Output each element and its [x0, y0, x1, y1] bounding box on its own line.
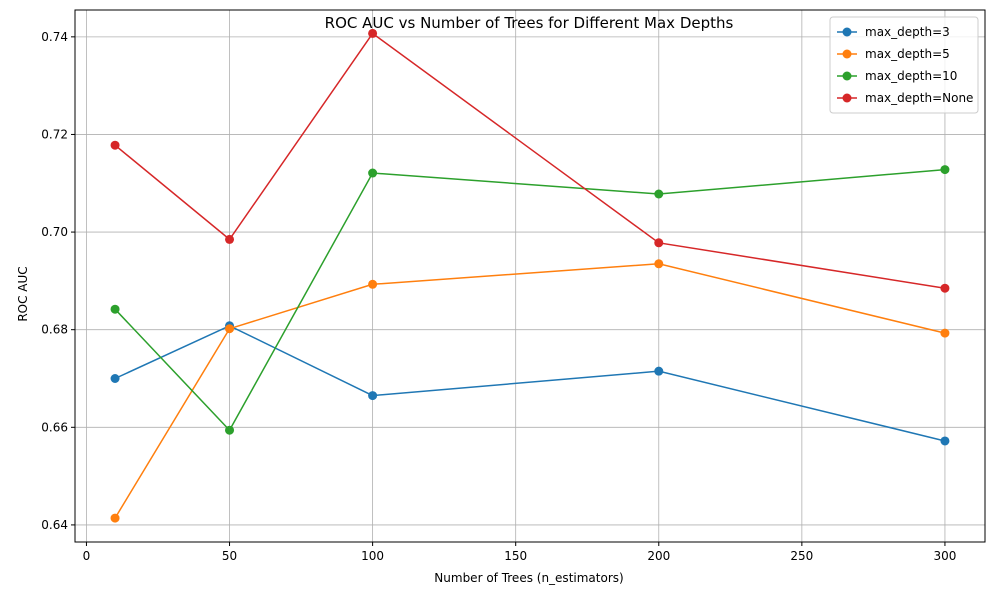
series-line — [114, 324, 946, 442]
y-tick-label: 0.74 — [41, 30, 68, 44]
ticks: 0 50 100 150 200 250 300 0.64 0.66 0.68 0.70 0.72 0.… — [41, 30, 956, 563]
series-line — [114, 168, 946, 432]
data-point — [654, 189, 664, 199]
legend-swatch-marker — [842, 93, 852, 103]
legend-label: max_depth=10 — [865, 69, 957, 83]
x-tick-label: 200 — [647, 549, 670, 563]
x-axis-label: Number of Trees (n_estimators) — [434, 571, 623, 585]
series-1 — [110, 259, 950, 523]
data-point — [110, 304, 120, 314]
series-line — [114, 32, 946, 289]
data-point — [368, 168, 378, 178]
plot-frame — [74, 9, 986, 543]
data-point — [940, 283, 950, 293]
x-tick-label: 0 — [83, 549, 91, 563]
data-point — [654, 238, 664, 248]
legend-item: max_depth=3 — [837, 25, 950, 39]
legend-item: max_depth=5 — [837, 47, 950, 61]
series-3 — [110, 28, 950, 293]
data-point — [368, 28, 378, 38]
chart-title: ROC AUC vs Number of Trees for Different… — [325, 14, 734, 32]
data-point — [940, 436, 950, 446]
x-tick-label: 150 — [504, 549, 527, 563]
data-point — [225, 324, 235, 334]
data-point — [654, 366, 664, 376]
data-point — [110, 513, 120, 523]
x-tick-label: 300 — [933, 549, 956, 563]
legend-swatch-marker — [842, 71, 852, 81]
data-point — [225, 425, 235, 435]
data-point — [940, 165, 950, 175]
x-tick-label: 100 — [361, 549, 384, 563]
legend-box — [829, 16, 979, 114]
x-tick-label: 250 — [790, 549, 813, 563]
legend-item: max_depth=None — [837, 91, 973, 105]
series-line — [114, 263, 946, 519]
y-tick-label: 0.64 — [41, 518, 68, 532]
legend-swatch-marker — [842, 27, 852, 37]
data-point — [225, 234, 235, 244]
series-2 — [110, 165, 950, 435]
data-point — [110, 373, 120, 383]
legend-swatch-marker — [842, 49, 852, 59]
legend-label: max_depth=3 — [865, 25, 950, 39]
data-point — [654, 259, 664, 269]
y-tick-label: 0.66 — [41, 420, 68, 434]
data-point — [368, 279, 378, 289]
y-tick-label: 0.68 — [41, 323, 68, 337]
x-tick-label: 50 — [222, 549, 237, 563]
data-point — [940, 328, 950, 338]
y-axis-label: ROC AUC — [16, 266, 30, 321]
legend-label: max_depth=5 — [865, 47, 950, 61]
data-point — [368, 391, 378, 401]
data-point — [110, 140, 120, 150]
legend-label: max_depth=None — [865, 91, 973, 105]
series-layer — [110, 28, 950, 523]
legend: max_depth=3 max_depth=5 max_depth=10 max_de… — [829, 16, 979, 114]
series-0 — [110, 321, 950, 446]
legend-item: max_depth=10 — [837, 69, 957, 83]
y-tick-label: 0.70 — [41, 225, 68, 239]
y-tick-label: 0.72 — [41, 127, 68, 141]
